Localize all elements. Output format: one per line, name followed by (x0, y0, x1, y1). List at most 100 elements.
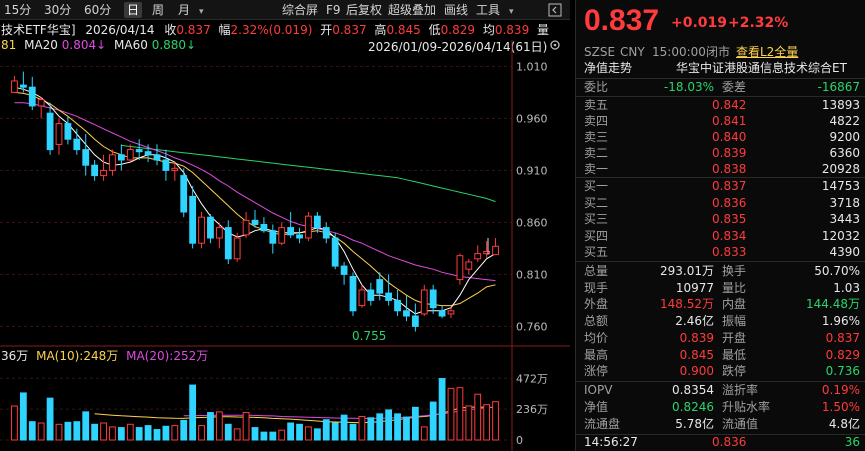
volume-bar (269, 431, 277, 441)
volume-bar (28, 421, 36, 441)
volume-info-line: 36万 MA(10):248万 MA(20):252万 (1, 347, 208, 364)
period-week-tab[interactable]: 周 (152, 3, 165, 17)
candle-body (269, 230, 277, 244)
stats-row: 总额 2.46亿 振幅 1.96% (576, 313, 865, 330)
period-60min-tab[interactable]: 60分 (84, 3, 112, 17)
stat-label: 流通值 (722, 417, 759, 431)
candle-body (420, 289, 428, 315)
change-value: 2.32%(0.019) (230, 23, 313, 37)
tools-dropdown[interactable]: ▾ (508, 2, 514, 18)
volume-bar (162, 425, 170, 441)
composite-screen-button[interactable]: 综合屏 (282, 3, 319, 17)
draw-line-button[interactable]: 画线 (444, 3, 469, 17)
collapse-icon[interactable] (548, 3, 562, 19)
volume-bar (251, 427, 259, 441)
ask-row: 卖四 0.841 4822 (576, 113, 865, 130)
etf-stats-row: 净值 0.8246 升贴水率 1.50% (576, 399, 865, 416)
ma20-line (14, 102, 496, 282)
volume-bar (260, 431, 268, 441)
candle-body (144, 151, 152, 156)
stat-value: 0.8246 (672, 400, 714, 414)
price-change-pct: +2.32% (728, 15, 789, 31)
price-change: +0.019 (671, 15, 728, 31)
settings-icon[interactable] (548, 38, 562, 55)
view-l2-link[interactable]: 查看L2全量 (736, 45, 799, 59)
volume-bar (278, 429, 286, 441)
candle-body (287, 227, 295, 236)
ma60-value: 0.880↓ (151, 38, 197, 52)
ma-info-line: 81 MA20 0.804↓ MA60 0.880↓ (1, 38, 196, 52)
tools-button[interactable]: 工具 (476, 3, 501, 17)
period-15min-tab[interactable]: 15分 (4, 3, 32, 17)
stat-label: 涨停 (584, 364, 609, 379)
bid-level-label: 买一 (584, 179, 609, 193)
period-month-tab[interactable]: 月 (178, 3, 191, 17)
volume-bar (313, 428, 321, 441)
ma20-value: 0.804↓ (61, 38, 107, 52)
stat-label: 开盘 (722, 330, 747, 345)
stats-row: 涨停 0.900 跌停 0.736 (576, 363, 865, 380)
ma60-label: MA60 (114, 38, 148, 52)
volume-bar (153, 429, 161, 441)
volume-bar (385, 409, 393, 441)
stat-value: 144.48万 (806, 297, 860, 312)
price-tick-label: 0.960 (516, 112, 548, 125)
stat-value: 293.01万 (660, 264, 714, 278)
volume-bar (322, 419, 330, 441)
candle-body (456, 255, 464, 281)
order-diff-label: 委差 (722, 80, 747, 94)
candle-body (376, 279, 384, 294)
currency: CNY (620, 45, 645, 59)
vol-ma10-value: 248万 (83, 349, 119, 363)
kline-chart[interactable]: 技术ETF华宝] 2026/04/14 收0.837 幅2.32%(0.019)… (0, 20, 570, 451)
stat-value: 5.78亿 (675, 417, 714, 431)
volume-bar (447, 387, 455, 441)
tick-row: 14:56:27 0.836 36 (576, 434, 865, 451)
bid-price: 0.835 (712, 212, 747, 226)
more-periods-dropdown[interactable]: ▾ (198, 2, 204, 18)
candle-body (55, 123, 63, 145)
quote-time: 15:00:00 (652, 45, 706, 59)
volume-bar (46, 397, 54, 441)
ask-volume: 20928 (821, 162, 860, 176)
volume-bar (358, 415, 366, 441)
volume-bar (198, 425, 205, 441)
tick-time: 14:56:27 (584, 435, 638, 449)
volume-bar (64, 421, 72, 441)
volume-label: 量 (537, 23, 550, 37)
bid-price: 0.836 (712, 195, 747, 210)
volume-bar (82, 411, 90, 441)
volume-bar (483, 404, 491, 441)
stat-value: 0.900 (679, 364, 714, 379)
period-30min-tab[interactable]: 30分 (44, 3, 72, 17)
high-value: 0.845 (386, 23, 421, 37)
stat-value: 0.837 (825, 330, 860, 345)
stat-value: 50.70% (814, 264, 860, 278)
volume-bar (215, 411, 223, 441)
volume-bar (180, 419, 188, 441)
ma10-line (14, 91, 496, 307)
candle-body (322, 227, 330, 239)
price-info-line: 技术ETF华宝] 2026/04/14 收0.837 幅2.32%(0.019)… (1, 21, 549, 38)
stats-row: 最高 0.845 最低 0.829 (576, 347, 865, 364)
f9-button[interactable]: F9 (326, 3, 341, 17)
ask-volume: 6360 (829, 146, 860, 160)
volume-bar (429, 401, 437, 441)
period-day-tab[interactable]: 日 (124, 2, 143, 18)
volume-bar (376, 413, 384, 441)
bid-volume: 14753 (821, 179, 860, 193)
ask-row: 卖一 0.838 20928 (576, 161, 865, 178)
vol-ma20-value: 252万 (173, 349, 209, 363)
ask-price: 0.839 (712, 146, 747, 160)
volume-bar (331, 422, 339, 441)
ask-row: 卖三 0.840 9200 (576, 129, 865, 146)
bid-row: 买四 0.834 12032 (576, 228, 865, 245)
candle-body (492, 245, 499, 256)
volume-value: 36万 (1, 349, 29, 363)
candle-body (385, 292, 393, 301)
nav-trend-tab[interactable]: 净值走势 (584, 61, 633, 75)
back-adjust-button[interactable]: 后复权 (346, 3, 383, 17)
volume-bar (19, 392, 27, 441)
super-overlay-button[interactable]: 超级叠加 (388, 3, 437, 17)
stat-value: 1.50% (821, 400, 860, 414)
